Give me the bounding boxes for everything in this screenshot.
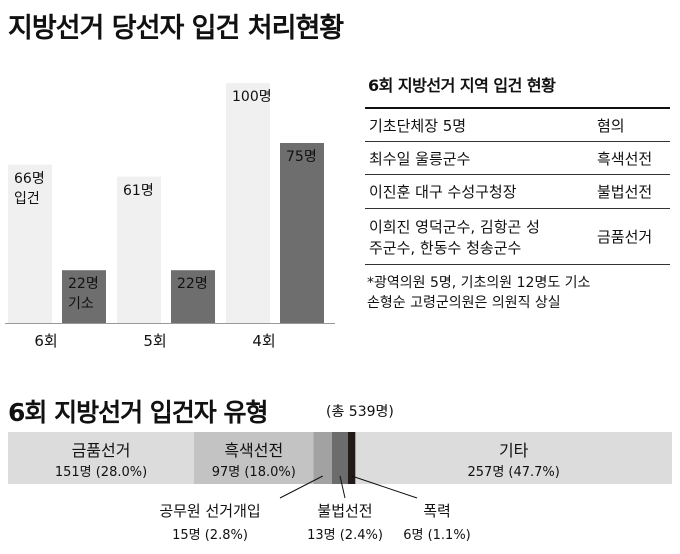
- main-title: 지방선거 당선자 입건 처리현황: [8, 13, 344, 44]
- bar-prosecuted-1: [171, 270, 215, 323]
- bar-value-label: 100명: [232, 89, 272, 105]
- table-row: 기초단체장 5명 혐의: [365, 109, 670, 142]
- table-row: 이진훈 대구 수성구청장 불법선전: [365, 174, 670, 209]
- stacked-chart-title: 6회 지방선거 입건자 유형: [8, 398, 269, 427]
- table-cell-name: 이진훈 대구 수성구청장: [365, 174, 593, 209]
- callout-value-label: 6명 (1.1%): [403, 528, 471, 543]
- segment-value-label: 97명 (18.0%): [211, 465, 296, 480]
- table-cell-type: 혐의: [593, 109, 670, 142]
- bar-prosecuted-2: [280, 143, 324, 323]
- table-title: 6회 지방선거 지역 입건 현황: [368, 76, 556, 95]
- segment-value-label: 257명 (47.7%): [467, 465, 560, 480]
- stacked-chart-subtitle: (총 539명): [326, 404, 394, 420]
- bar-value-label: 66명 입건: [14, 170, 45, 207]
- table-cell-type: 금품선거: [593, 208, 670, 265]
- segment-value-label: 151명 (28.0%): [54, 465, 148, 480]
- segment-name-label: 금품선거: [71, 441, 131, 460]
- callout-value-label: 13명 (2.4%): [307, 528, 383, 543]
- bar-value-label: 61명: [123, 182, 154, 199]
- callout-name-label: 폭력: [423, 502, 451, 520]
- bar-indicted-0: [8, 164, 52, 323]
- callout-value-label: 15명 (2.8%): [172, 528, 248, 543]
- table-footnote: *광역의원 5명, 기초의원 12명도 기소 손형순 고령군의원은 의원직 상실: [367, 275, 591, 311]
- table-cell-type: 불법선전: [593, 174, 670, 209]
- table-top-rule: [365, 107, 670, 109]
- table-cell-type: 흑색선전: [593, 141, 670, 175]
- table-cell-name: 이희진 영덕군수, 김항곤 성 주군수, 한동수 청송군수: [365, 208, 593, 265]
- callout-name-label: 공무원 선거개입: [159, 502, 261, 520]
- table-row: 이희진 영덕군수, 김항곤 성 주군수, 한동수 청송군수 금품선거: [365, 208, 670, 265]
- category-label: 5회: [143, 332, 167, 350]
- bar-indicted-1: [117, 176, 161, 323]
- region-case-table-panel: 6회 지방선거 지역 입건 현황 기초단체장 5명 혐의 최수일 울릉군수 흑색선전 이…: [365, 72, 670, 313]
- bar-prosecuted-0: [62, 270, 106, 323]
- region-case-table: 기초단체장 5명 혐의 최수일 울릉군수 흑색선전 이진훈 대구 수성구청장 불법선전 이희…: [365, 109, 670, 265]
- segment-name-label: 기타: [498, 441, 529, 460]
- category-label: 6회: [34, 332, 58, 350]
- bar-value-label: 22명: [177, 276, 208, 293]
- bar-value-label: 75명: [286, 149, 317, 165]
- table-cell-name: 최수일 울릉군수: [365, 141, 593, 175]
- bar-indicted-2: [226, 83, 270, 323]
- segment-name-label: 흑색선전: [224, 441, 284, 460]
- callout-name-label: 불법선전: [317, 502, 373, 520]
- table-row: 최수일 울릉군수 흑색선전: [365, 141, 670, 175]
- table-cell-name: 기초단체장 5명: [365, 109, 593, 142]
- category-label: 4회: [252, 332, 276, 350]
- bar-value-label: 22명 기소: [68, 276, 99, 313]
